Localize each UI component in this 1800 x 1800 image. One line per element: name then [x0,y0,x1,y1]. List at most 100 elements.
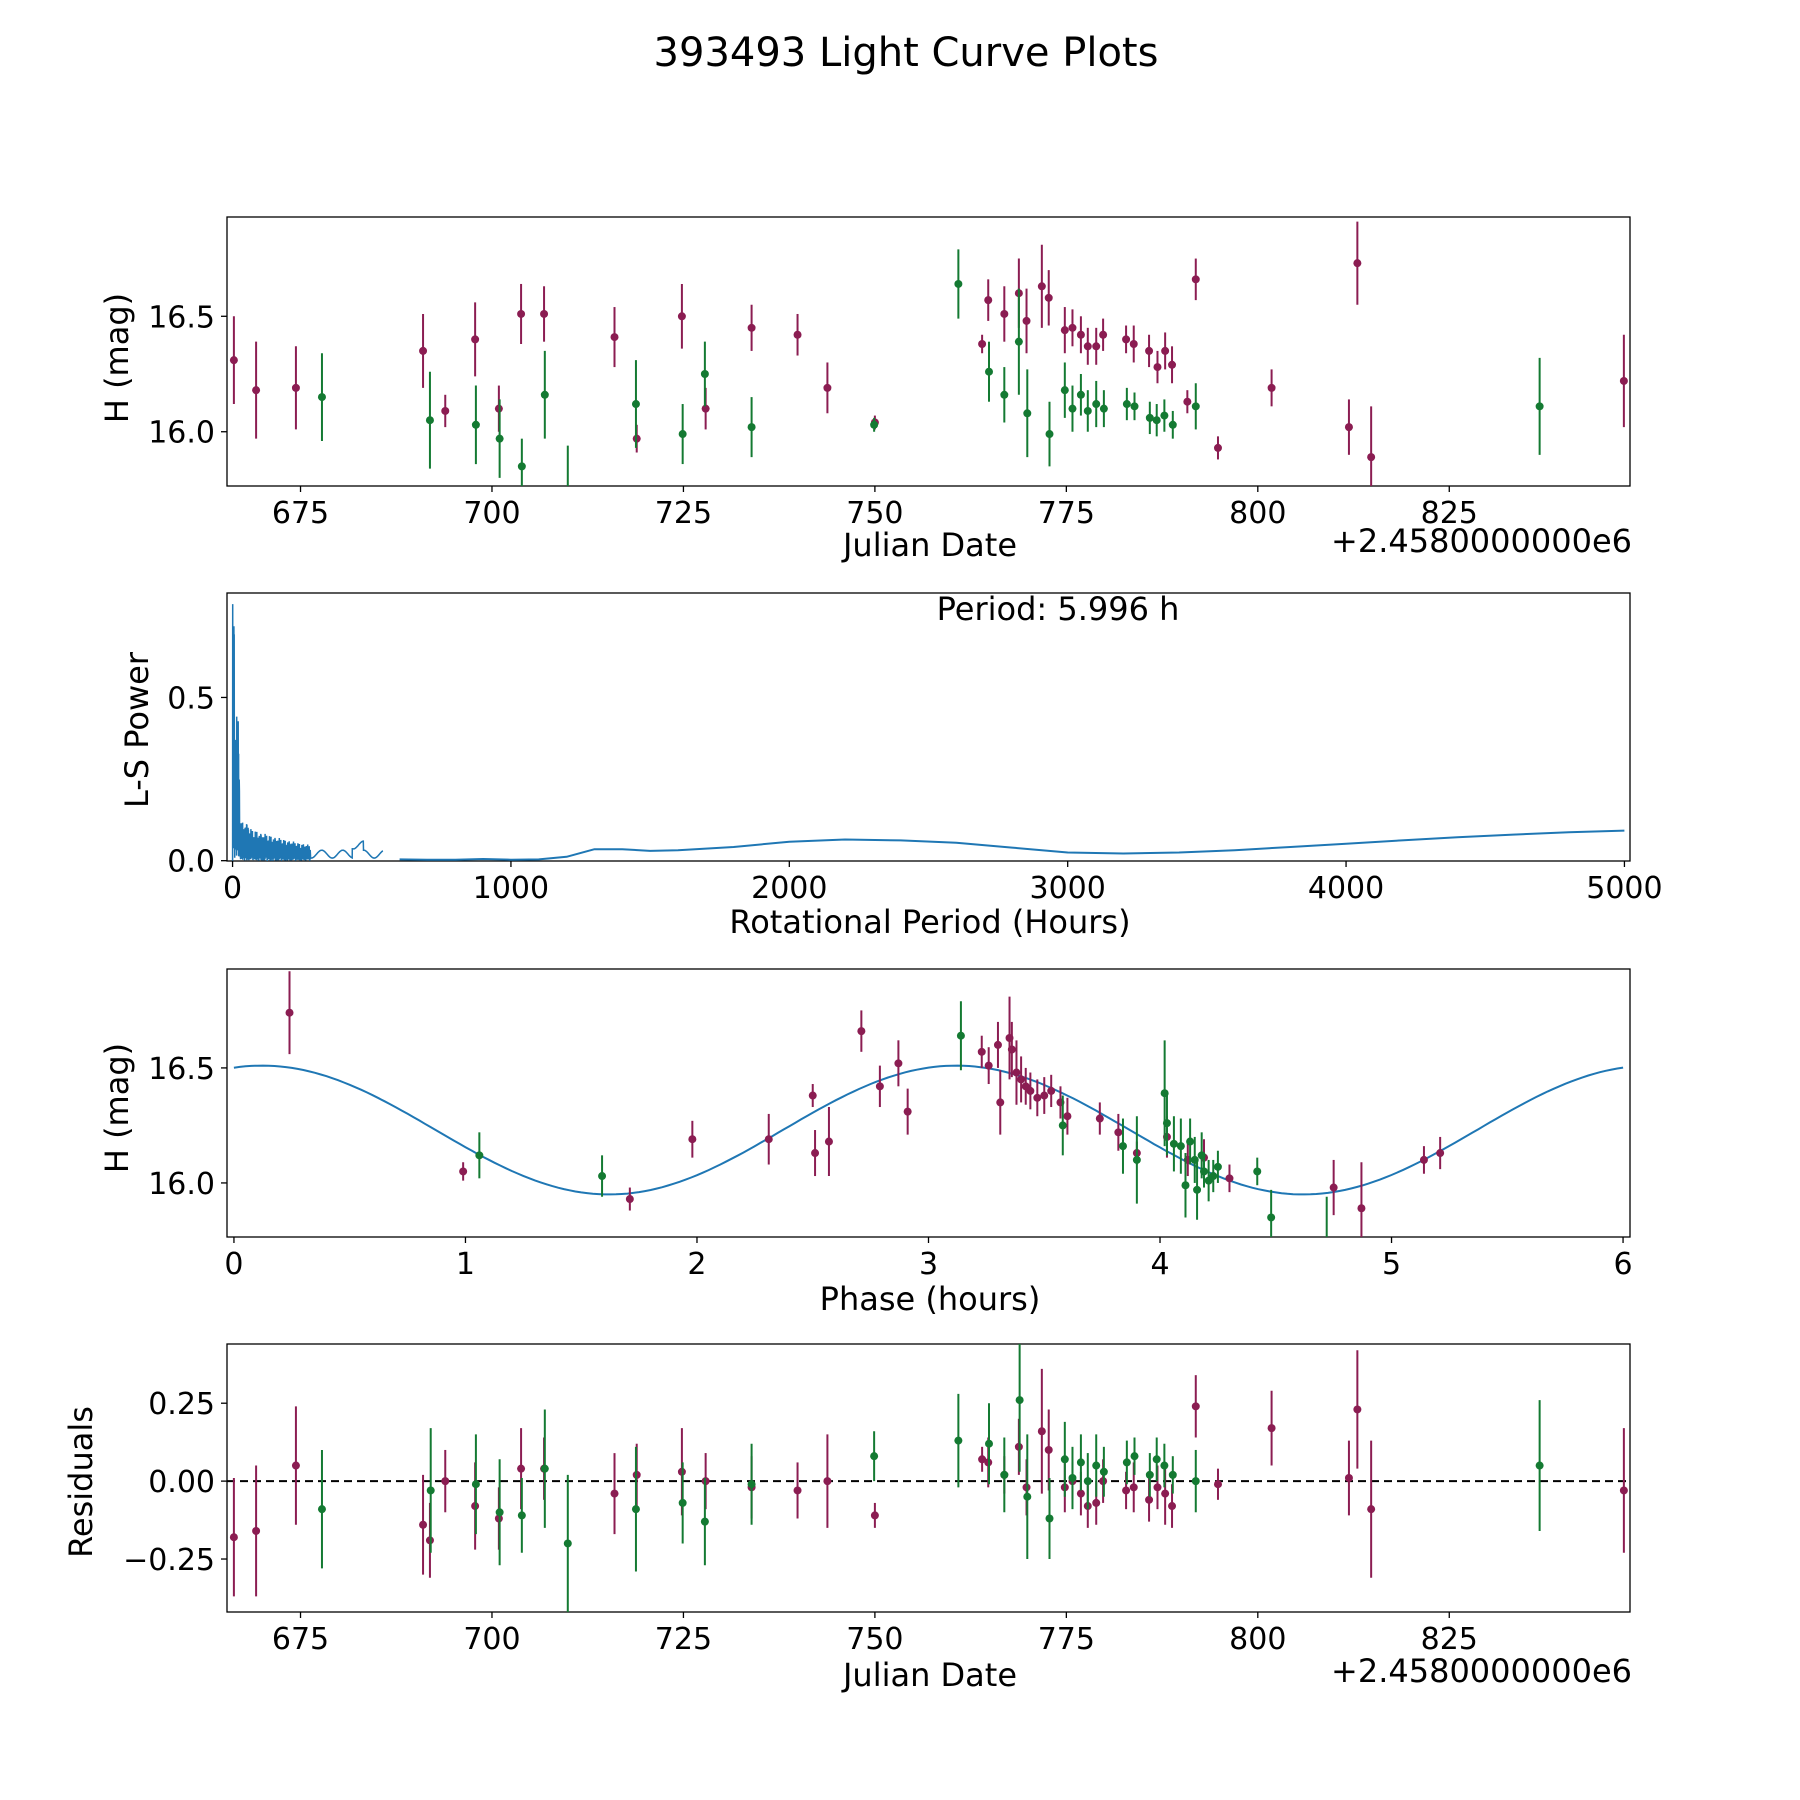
residuals-point-green [1099,1467,1108,1476]
light-curve-point-red [1044,293,1053,302]
residuals-xtick-label: 725 [655,1622,712,1657]
phase-point-green [1176,1142,1185,1151]
residuals-ytick-label: 0.25 [148,1387,215,1422]
phase-point-green [1118,1142,1127,1151]
periodogram-panel: Rotational Period (Hours) L-S Power Peri… [118,590,1663,941]
phase-point-green [1193,1185,1202,1194]
phase-point-red [1357,1204,1366,1213]
phase-model-layer [233,1064,1624,1196]
light-curve-point-red [1076,330,1085,339]
residuals-xtick-label: 800 [1229,1622,1286,1657]
phase-point-green [1213,1162,1222,1171]
residuals-xtick-label: 675 [272,1622,329,1657]
light-curve-point-red [1092,342,1101,351]
light-curve-point-red [517,309,526,318]
residuals-point-green [563,1539,572,1548]
light-curve-point-red [1153,363,1162,372]
light-curve-point-red [1122,335,1131,344]
phase-points [285,971,1445,1237]
light-curve-xtick-label: 675 [272,496,329,531]
light-curve-point-green [1092,400,1101,409]
phase-point-red [1026,1086,1035,1095]
light-curve-point-green [985,367,994,376]
residuals-point-green [517,1511,526,1520]
residuals-point-red [1145,1495,1154,1504]
residuals-frame [226,1343,1631,1613]
residuals-point-red [1267,1424,1276,1433]
light-curve-xtick-label: 825 [1421,496,1478,531]
light-curve-point-green [1191,402,1200,411]
phase-point-green [1200,1167,1209,1176]
phase-ytick-label: 16.0 [148,1167,215,1202]
residuals-ytick-label: −0.25 [123,1543,215,1578]
light-curve-xtick-label: 800 [1229,496,1286,531]
light-curve-point-red [701,404,710,413]
phase-point-red [1012,1068,1021,1077]
phase-point-red [1436,1149,1445,1158]
light-curve-point-green [678,430,687,439]
light-curve-point-green [1535,402,1544,411]
light-curve-point-red [1183,397,1192,406]
periodogram-xtick-label: 2000 [751,871,827,906]
phase-xtick-label: 3 [919,1247,938,1282]
light-curve-point-green [1076,390,1085,399]
light-curve-point-red [793,330,802,339]
residuals-point-red [1092,1498,1101,1507]
residuals-ylabel: Residuals [62,1406,100,1558]
light-curve-point-green [1014,337,1023,346]
light-curve-point-green [471,420,480,429]
phase-point-green [598,1172,607,1181]
light-curve-point-red [984,296,993,305]
residuals-point-red [1619,1486,1628,1495]
phase-point-green [1181,1181,1190,1190]
phase-point-green [1186,1137,1195,1146]
periodogram-ylabel: L-S Power [118,651,156,808]
light-curve-point-red [1129,339,1138,348]
phase-point-red [996,1098,1005,1107]
light-curve-point-green [495,434,504,443]
residuals-point-red [978,1455,987,1464]
light-curve-xlabel: Julian Date [841,526,1017,564]
phase-point-green [956,1031,965,1040]
phase-point-red [459,1167,468,1176]
light-curve-point-red [610,333,619,342]
residuals-panel: Julian Date +2.4580000000e6 Residuals 67… [62,1343,1632,1694]
residuals-point-green [954,1436,963,1445]
periodogram-plot [231,604,1625,861]
light-curve-point-red [747,323,756,332]
light-curve-point-green [1060,386,1069,395]
phase-xtick-label: 0 [224,1247,243,1282]
periodogram-xlabel: Rotational Period (Hours) [729,903,1130,941]
residuals-xlabel: Julian Date [841,1656,1017,1694]
light-curve-point-red [1344,423,1353,432]
phase-point-red [1095,1114,1104,1123]
residuals-point-red [1153,1483,1162,1492]
residuals-point-green [1130,1452,1139,1461]
residuals-point-green [1535,1461,1544,1470]
residuals-point-green [540,1464,549,1473]
phase-point-red [285,1008,294,1017]
residuals-point-green [1160,1461,1169,1470]
residuals-point-green [1092,1461,1101,1470]
phase-point-red [903,1107,912,1116]
residuals-point-green [1083,1477,1092,1486]
residuals-point-green [631,1505,640,1514]
light-curve-point-green [747,423,756,432]
residuals-point-green [471,1480,480,1489]
light-curve-point-green [954,279,963,288]
residuals-point-red [1353,1405,1362,1414]
light-curve-point-red [1619,376,1628,385]
light-curve-point-red [1191,275,1200,284]
residuals-point-green [1045,1514,1054,1523]
light-curve-point-green [1168,420,1177,429]
residuals-point-green [1152,1455,1161,1464]
periodogram-peak-forest [231,604,384,861]
light-curve-offset-label: +2.4580000000e6 [1331,522,1632,560]
residuals-point-red [1191,1402,1200,1411]
residuals-xtick-label: 750 [846,1622,903,1657]
light-curve-point-green [1083,406,1092,415]
light-curve-point-red [1000,309,1009,318]
residuals-point-red [441,1477,450,1486]
light-curve-point-red [1099,330,1108,339]
phase-xtick-label: 6 [1614,1247,1633,1282]
